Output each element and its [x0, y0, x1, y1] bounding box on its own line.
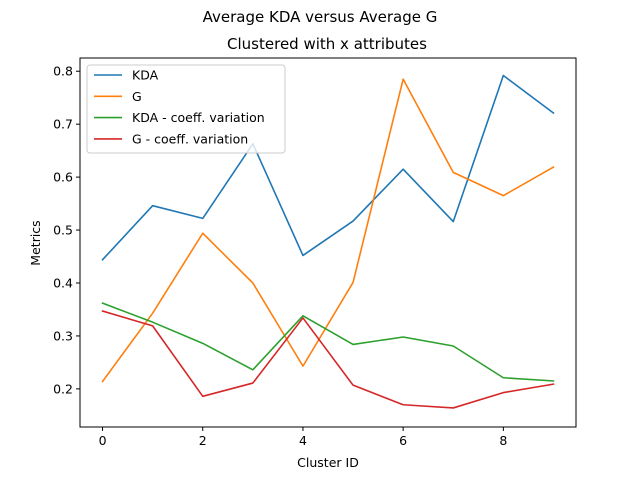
y-tick-label: 0.3: [53, 328, 73, 343]
x-axis-ticks: 0 2 4 6 8: [99, 427, 507, 448]
y-tick-label: 0.7: [53, 117, 73, 132]
y-tick-label: 0.4: [53, 276, 73, 291]
legend-label-2: G: [132, 89, 142, 104]
x-tick-label: 0: [99, 433, 107, 448]
legend-label-3: KDA - coeff. variation: [132, 110, 265, 125]
plot-area-frame: [79, 57, 577, 428]
x-tick-label: 4: [299, 433, 307, 448]
x-tick-label: 2: [199, 433, 207, 448]
legend: KDA G KDA - coeff. variation G - coeff. var…: [86, 64, 286, 154]
legend-label-1: KDA: [132, 68, 159, 83]
series-line-4: [101, 310, 555, 409]
x-tick-label: 8: [499, 433, 507, 448]
chart-suptitle: Average KDA versus Average G: [203, 8, 438, 26]
legend-frame: [86, 64, 286, 154]
y-axis-ticks: 0.2 0.3 0.4 0.5 0.6 0.7 0.8: [53, 64, 80, 396]
y-axis-label: Metrics: [28, 220, 43, 265]
series-line-3: [101, 302, 555, 382]
x-tick-label: 6: [399, 433, 407, 448]
y-tick-label: 0.6: [53, 170, 73, 185]
legend-label-4: G - coeff. variation: [132, 131, 248, 146]
y-tick-label: 0.2: [53, 381, 73, 396]
y-tick-label: 0.8: [53, 64, 73, 79]
series-line-2: [101, 78, 555, 383]
series-layer: [101, 74, 555, 409]
y-tick-label: 0.5: [53, 223, 73, 238]
chart-title: Clustered with x attributes: [227, 35, 427, 53]
x-axis-label: Cluster ID: [297, 455, 359, 470]
series-line-1: [101, 74, 555, 261]
